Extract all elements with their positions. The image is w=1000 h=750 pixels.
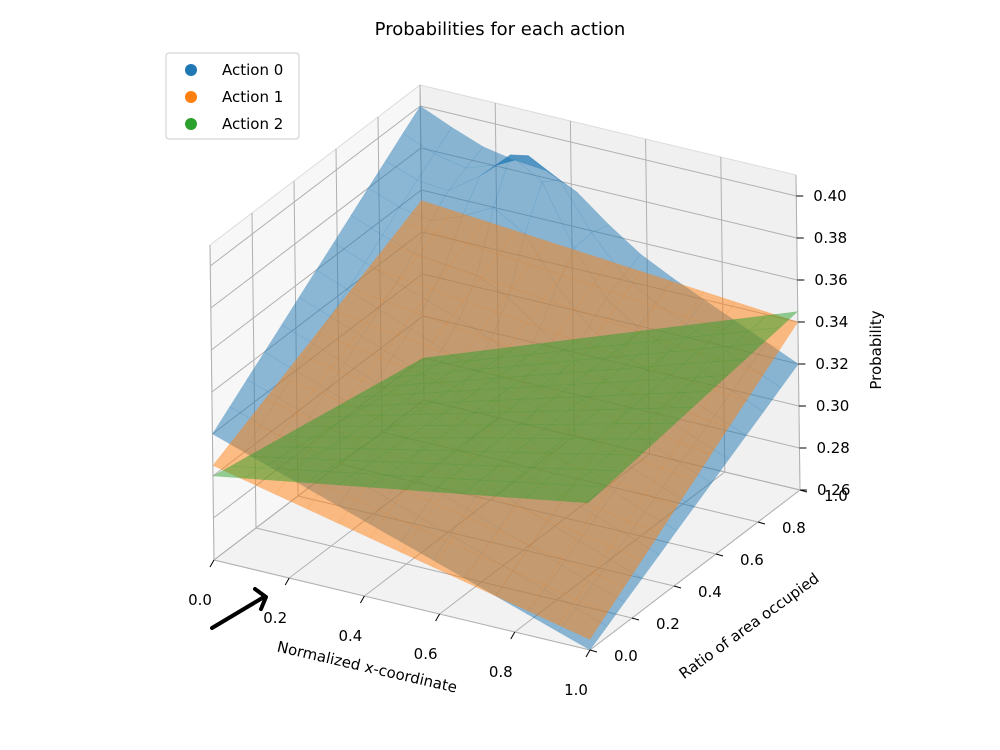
x-tick-label: 0.6 (414, 645, 438, 663)
x-tick-label: 0.8 (489, 663, 513, 681)
x-tick-mark (510, 631, 516, 640)
surface-facet (748, 311, 799, 332)
y-tick-mark (631, 617, 640, 621)
legend-marker (185, 118, 197, 130)
y-tick-label: 1.0 (824, 487, 848, 505)
z-tick-label: 0.36 (814, 271, 847, 289)
x-tick-label: 1.0 (564, 681, 588, 699)
chart-title: Probabilities for each action (375, 19, 626, 40)
y-tick-label: 0.6 (740, 551, 764, 569)
legend: Action 0 Action 1 Action 2 (165, 52, 300, 140)
legend-label: Action 2 (222, 115, 283, 133)
legend-marker (185, 64, 197, 76)
axis-ticks: 0.00.20.40.60.81.00.00.20.40.60.81.00.26… (188, 187, 850, 699)
y-tick-label: 0.2 (656, 615, 680, 633)
legend-label: Action 0 (222, 61, 283, 79)
x-tick-mark (435, 613, 441, 622)
legend-item: Action 1 (185, 88, 283, 106)
z-tick-label: 0.38 (814, 229, 847, 247)
gridline (420, 105, 797, 197)
legend-marker (185, 91, 197, 103)
z-tick-label: 0.40 (813, 187, 846, 205)
x-tick-mark (284, 577, 290, 586)
x-tick-label: 0.4 (338, 627, 362, 645)
y-tick-mark (715, 553, 724, 557)
surface-2 (211, 311, 799, 504)
x-tick-mark (585, 649, 591, 658)
gridline (209, 244, 215, 561)
legend-item: Action 2 (185, 115, 283, 133)
z-tick-label: 0.32 (815, 355, 848, 373)
y-tick-label: 0.4 (698, 583, 722, 601)
z-tick-label: 0.26 (817, 481, 850, 499)
z-tick-label: 0.34 (815, 313, 848, 331)
gridline (213, 559, 591, 651)
y-tick-mark (673, 585, 682, 589)
surfaces (211, 105, 799, 651)
y-tick-label: 0.0 (614, 647, 638, 665)
y-tick-mark (589, 649, 598, 653)
x-tick-label: 0.0 (188, 591, 212, 609)
legend-label: Action 1 (222, 88, 283, 106)
y-tick-mark (757, 521, 766, 525)
z-tick-label: 0.28 (816, 439, 849, 457)
x-tick-label: 0.2 (263, 609, 287, 627)
z-axis-label: Probability (867, 310, 885, 389)
x-tick-mark (359, 595, 365, 604)
z-tick-label: 0.30 (816, 397, 849, 415)
gridline (795, 174, 801, 491)
y-tick-label: 0.8 (782, 519, 806, 537)
gridline (589, 489, 801, 651)
x-tick-mark (209, 559, 215, 568)
gridline (209, 105, 421, 267)
arrow-annotation (210, 587, 268, 630)
legend-item: Action 0 (185, 61, 283, 79)
